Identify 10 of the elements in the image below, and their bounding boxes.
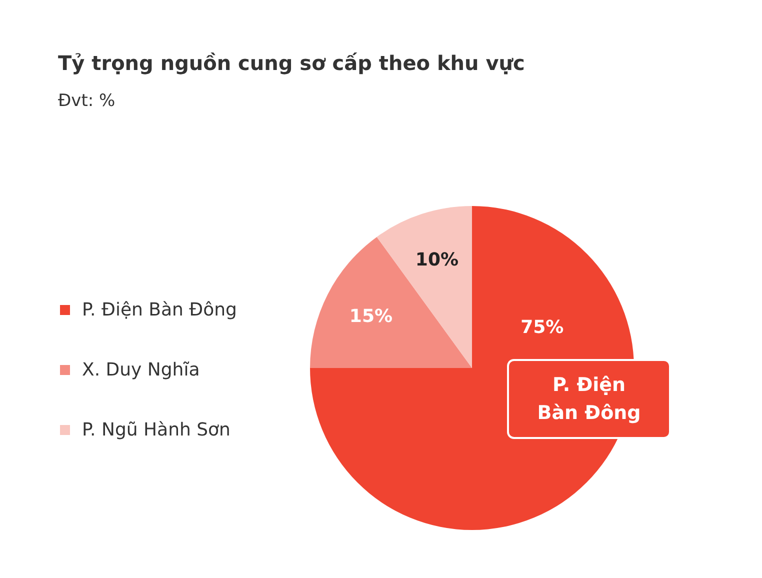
data-label: 10% [415,250,459,271]
chart-subtitle: Đvt: % [58,91,116,111]
chart-title: Tỷ trọng nguồn cung sơ cấp theo khu vực [58,51,525,75]
legend-label: P. Điện Bàn Đông [82,300,237,320]
data-label: 15% [349,306,393,328]
legend-label: X. Duy Nghĩa [82,360,200,380]
text: P. Điện Bàn Đông [537,374,641,424]
legend-label: P. Ngũ Hành Sơn [82,420,230,440]
data-label: 75% [520,317,564,338]
pie-slice [310,236,472,368]
